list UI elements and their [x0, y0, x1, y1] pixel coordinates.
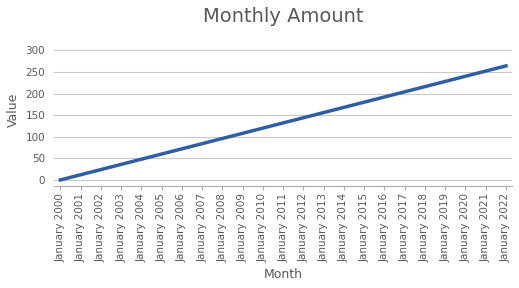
Title: Monthly Amount: Monthly Amount — [203, 7, 363, 26]
X-axis label: Month: Month — [264, 268, 303, 281]
Y-axis label: Value: Value — [7, 92, 20, 127]
